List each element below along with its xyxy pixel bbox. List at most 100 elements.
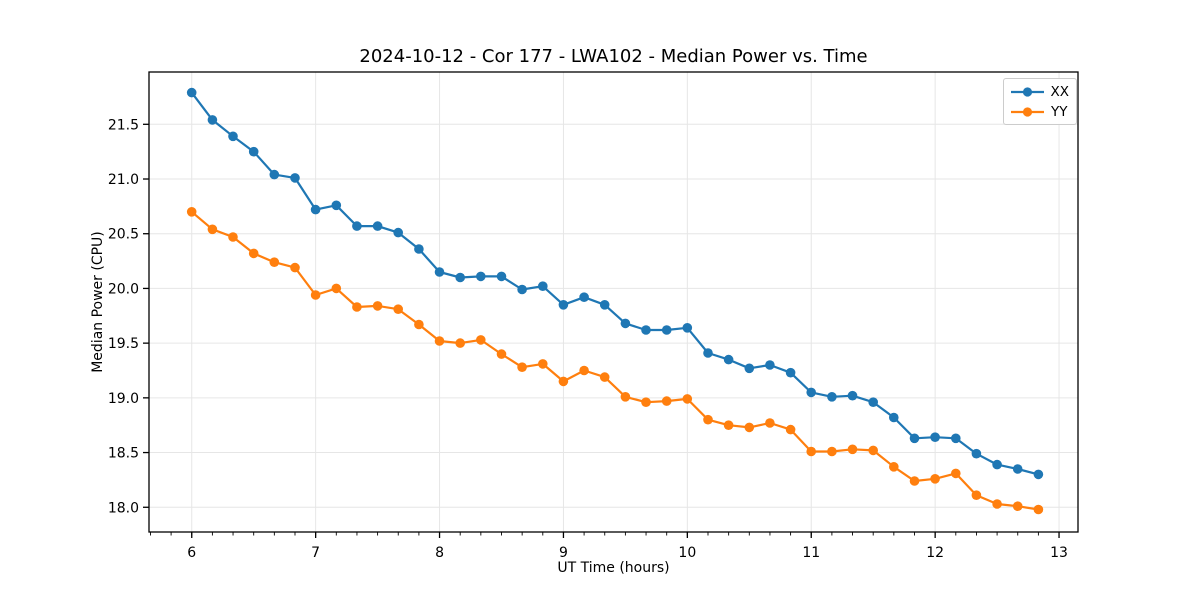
series-line-yy <box>190 210 1039 511</box>
data-point-xx <box>971 448 982 459</box>
chart-title: 2024-10-12 - Cor 177 - LWA102 - Median P… <box>359 46 868 67</box>
y-tick-label: 19.0 <box>108 391 139 407</box>
data-point-xx <box>372 221 383 231</box>
data-point-yy <box>414 319 424 330</box>
data-point-yy <box>228 232 238 242</box>
data-point-yy <box>599 372 610 382</box>
data-point-yy <box>620 392 631 402</box>
data-point-yy <box>1033 504 1044 515</box>
data-point-xx <box>1012 464 1023 474</box>
y-tick-label: 18.0 <box>108 500 139 516</box>
data-point-xx <box>951 433 961 444</box>
legend-label-xx: XX <box>1050 83 1070 100</box>
data-point-yy <box>352 302 362 312</box>
data-point-yy <box>827 446 837 457</box>
data-point-xx <box>352 221 362 231</box>
data-point-xx <box>269 169 280 180</box>
data-point-yy <box>434 336 445 346</box>
y-tick-label: 18.5 <box>108 446 139 462</box>
x-tick-label: 8 <box>435 545 444 561</box>
data-point-xx <box>186 87 197 98</box>
data-point-xx <box>393 227 404 238</box>
y-tick-label: 21.5 <box>108 117 139 133</box>
data-point-yy <box>393 304 404 315</box>
data-point-xx <box>765 360 775 370</box>
data-point-xx <box>331 200 342 211</box>
data-point-yy <box>538 359 548 369</box>
data-point-yy <box>765 418 775 428</box>
data-point-xx <box>599 300 610 310</box>
data-point-yy <box>517 362 527 373</box>
legend-item-yy: YY <box>1011 102 1069 121</box>
data-point-yy <box>847 444 858 455</box>
x-axis-title: UT Time (hours) <box>557 560 670 576</box>
data-point-xx <box>806 387 816 398</box>
data-point-xx <box>538 281 548 292</box>
data-point-yy <box>806 446 816 457</box>
data-point-xx <box>868 397 878 408</box>
data-point-xx <box>310 204 321 215</box>
data-point-xx <box>992 459 1002 470</box>
data-point-xx <box>785 367 796 378</box>
data-point-xx <box>723 354 734 365</box>
x-tick-label: 10 <box>678 545 696 561</box>
data-point-xx <box>517 284 527 295</box>
data-point-yy <box>703 414 713 425</box>
data-point-yy <box>641 397 651 408</box>
data-point-yy <box>992 499 1002 509</box>
data-point-xx <box>579 292 589 303</box>
data-point-yy <box>971 490 982 501</box>
data-point-xx <box>641 325 651 335</box>
data-point-xx <box>827 392 837 402</box>
y-axis-title: Median Power (CPU) <box>90 231 106 373</box>
data-point-xx <box>228 131 238 142</box>
data-point-yy <box>868 445 878 456</box>
axes-spines <box>148 71 1079 533</box>
data-point-xx <box>930 432 940 443</box>
data-point-yy <box>661 396 672 406</box>
data-point-yy <box>186 207 197 217</box>
data-point-yy <box>496 349 507 359</box>
x-tick-label: 9 <box>559 545 568 561</box>
y-tick-label: 20.0 <box>108 281 139 297</box>
data-point-yy <box>930 474 940 484</box>
x-tick-label: 11 <box>802 545 820 561</box>
data-point-xx <box>558 300 569 310</box>
series-line-xx <box>190 91 1039 476</box>
data-point-yy <box>331 283 342 294</box>
data-point-yy <box>207 224 218 235</box>
data-point-yy <box>455 338 466 348</box>
data-point-xx <box>434 267 445 277</box>
legend: XX YY <box>1003 78 1077 125</box>
legend-line-xx-icon <box>1011 86 1044 97</box>
data-point-xx <box>496 271 507 282</box>
data-point-yy <box>558 376 569 387</box>
data-point-yy <box>579 365 589 376</box>
data-point-yy <box>951 468 961 479</box>
data-point-yy <box>744 422 755 433</box>
data-point-yy <box>785 424 796 435</box>
data-point-xx <box>1033 469 1044 480</box>
legend-item-xx: XX <box>1011 82 1069 101</box>
data-point-xx <box>414 244 424 254</box>
legend-line-yy-icon <box>1011 106 1044 117</box>
data-point-xx <box>620 318 631 329</box>
data-point-yy <box>476 335 486 345</box>
data-point-xx <box>661 325 672 335</box>
data-point-xx <box>682 323 693 333</box>
x-tick-label: 12 <box>926 545 944 561</box>
data-point-yy <box>372 301 383 311</box>
data-point-xx <box>889 412 899 423</box>
data-point-yy <box>889 462 899 472</box>
data-point-xx <box>909 433 920 444</box>
legend-label-yy: YY <box>1051 103 1068 120</box>
data-point-xx <box>847 390 858 401</box>
data-point-xx <box>476 271 486 282</box>
y-tick-label: 20.5 <box>108 227 139 243</box>
data-point-yy <box>1012 501 1023 512</box>
data-point-yy <box>269 257 280 268</box>
data-point-yy <box>909 476 920 486</box>
data-point-xx <box>455 272 466 283</box>
